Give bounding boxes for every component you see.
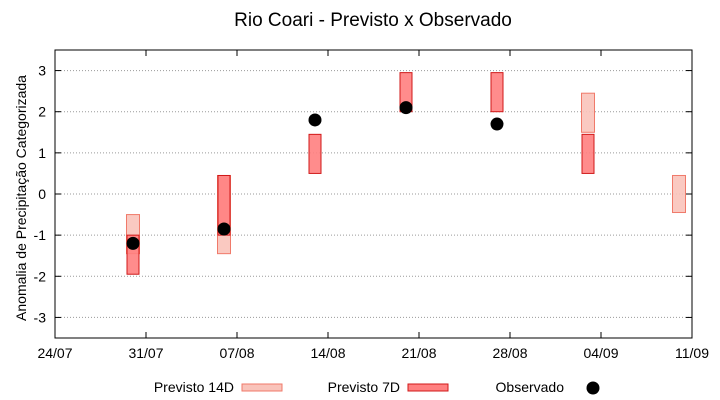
grid	[54, 50, 693, 338]
previsto-7d-bar	[581, 133, 595, 174]
x-tick-label: 11/09	[675, 345, 709, 361]
observado-point	[126, 236, 140, 250]
y-tick-label: -2	[34, 268, 47, 284]
legend-label-previsto-7d: Previsto 7D	[328, 379, 400, 395]
chart-title: Rio Coari - Previsto x Observado	[234, 10, 512, 31]
x-tick-label: 14/08	[310, 345, 345, 361]
legend-label-observado: Observado	[496, 379, 565, 395]
x-tick-label: 28/08	[492, 345, 527, 361]
y-axis-label: Anomalia de Precipitação Categorizada	[13, 75, 29, 321]
observado-point	[308, 113, 322, 127]
legend: Previsto 14D Previsto 7D Observado	[154, 379, 600, 395]
x-tick-label: 04/09	[583, 345, 618, 361]
x-tick-label: 24/07	[37, 345, 72, 361]
x-tick-label: 31/07	[128, 345, 163, 361]
previsto-14d-bar	[672, 174, 686, 214]
previsto-7d-bar	[308, 133, 322, 174]
y-tick-label: 3	[38, 63, 46, 79]
y-tick-labels: -3 -2 -1 0 1 2 3	[34, 63, 47, 326]
previsto-14d-bar	[581, 92, 595, 133]
observado-point	[217, 222, 231, 236]
x-tick-labels: 24/07 31/07 07/08 14/08 21/08 28/08 04/09 11/09	[37, 345, 709, 361]
plot-marks	[126, 72, 686, 275]
legend-swatch-previsto-14d	[241, 383, 283, 392]
y-tick-label: 2	[38, 104, 46, 120]
y-tick-label: -3	[34, 309, 47, 325]
y-tick-label: 1	[38, 145, 46, 161]
y-tick-label: -1	[34, 227, 47, 243]
observado-point	[490, 117, 504, 131]
y-tick-label: 0	[38, 186, 46, 202]
plot-frame	[54, 49, 693, 339]
observado-point	[399, 101, 413, 115]
legend-marker-observado	[586, 381, 600, 395]
x-tick-label: 21/08	[401, 345, 436, 361]
legend-swatch-previsto-7d	[407, 383, 449, 392]
previsto-7d-bar	[490, 72, 504, 113]
legend-label-previsto-14d: Previsto 14D	[154, 379, 234, 395]
x-tick-label: 07/08	[219, 345, 254, 361]
